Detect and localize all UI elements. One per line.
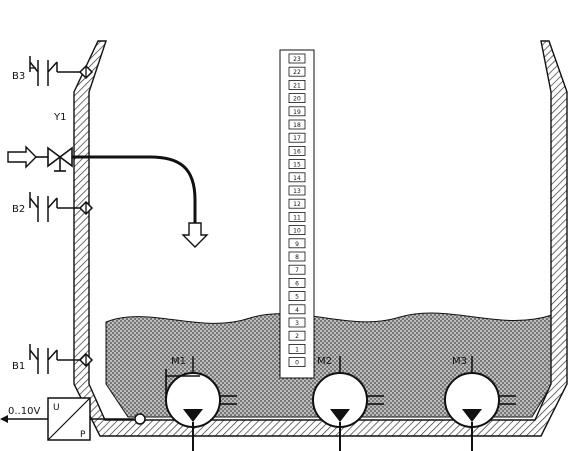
scale-label: 4: [295, 307, 299, 314]
scale-mark: [288, 251, 306, 262]
scale-mark: [288, 172, 306, 183]
scale-mark: [288, 119, 306, 130]
label-b2: B2: [12, 204, 25, 215]
scale-label: 10: [293, 228, 301, 235]
scale-mark: [288, 343, 306, 354]
scale-label: 3: [295, 320, 299, 327]
label-m1: M1: [171, 356, 186, 367]
label-u: U: [53, 403, 60, 413]
label-b1: B1: [12, 361, 25, 372]
scale-mark: [288, 291, 306, 302]
pump-m2: [312, 356, 384, 451]
scale-label: 22: [293, 69, 301, 76]
label-voltage: 0..10V: [8, 406, 40, 417]
inlet-valve-y1: [7, 145, 209, 248]
scale-label: 12: [293, 201, 301, 208]
scale-mark: [288, 159, 306, 170]
scale-label: 20: [293, 96, 301, 103]
label-m3: M3: [452, 356, 467, 367]
scale-mark: [288, 80, 306, 90]
scale-mark: [288, 277, 306, 288]
scale-mark: [288, 330, 306, 341]
level-switch-b2: [29, 192, 94, 222]
scale-label: 8: [295, 254, 299, 261]
label-p: P: [80, 430, 86, 440]
scale-label: 13: [293, 188, 301, 195]
scale-mark: [288, 198, 306, 209]
scale-label: 16: [293, 148, 301, 155]
scale-mark: [288, 317, 306, 328]
scale-label: 5: [295, 294, 299, 301]
scale-mark: [288, 304, 306, 315]
scale-label: 6: [295, 280, 299, 287]
scale-label: 1: [295, 346, 299, 353]
scale-mark: [288, 66, 306, 77]
pump-m1: [165, 356, 237, 451]
scale-label: 7: [295, 267, 299, 274]
label-b3: B3: [12, 71, 25, 82]
label-y1: Y1: [53, 112, 66, 123]
scale-mark: [288, 93, 306, 103]
label-m2: M2: [317, 356, 332, 367]
scale-mark: [288, 132, 306, 143]
pressure-transmitter: [0, 397, 146, 441]
scale-label: 15: [293, 162, 301, 169]
scale-mark: [288, 106, 306, 117]
pump-m3: [444, 356, 516, 451]
scale-label: 2: [295, 333, 299, 340]
scale-label: 0: [295, 360, 299, 367]
scale-label: 11: [293, 214, 301, 221]
scale-label: 23: [293, 56, 301, 63]
scale-label: 21: [293, 82, 301, 89]
level-switch-b3: [29, 56, 94, 86]
level-switch-b1: [29, 344, 94, 374]
scale-label: 19: [293, 109, 301, 116]
scale-mark: [288, 238, 306, 249]
scale-mark: [288, 53, 306, 64]
scale-label: 18: [293, 122, 301, 129]
scale-label: 17: [293, 135, 301, 142]
scale-mark: [288, 211, 306, 222]
scale-label: 14: [293, 175, 301, 182]
scale-mark: [288, 357, 306, 368]
scale-mark: [288, 145, 306, 156]
scale-mark: [288, 185, 306, 196]
scale-label: 9: [295, 241, 299, 248]
scale-mark: [288, 264, 306, 275]
scale-mark: [288, 225, 306, 236]
